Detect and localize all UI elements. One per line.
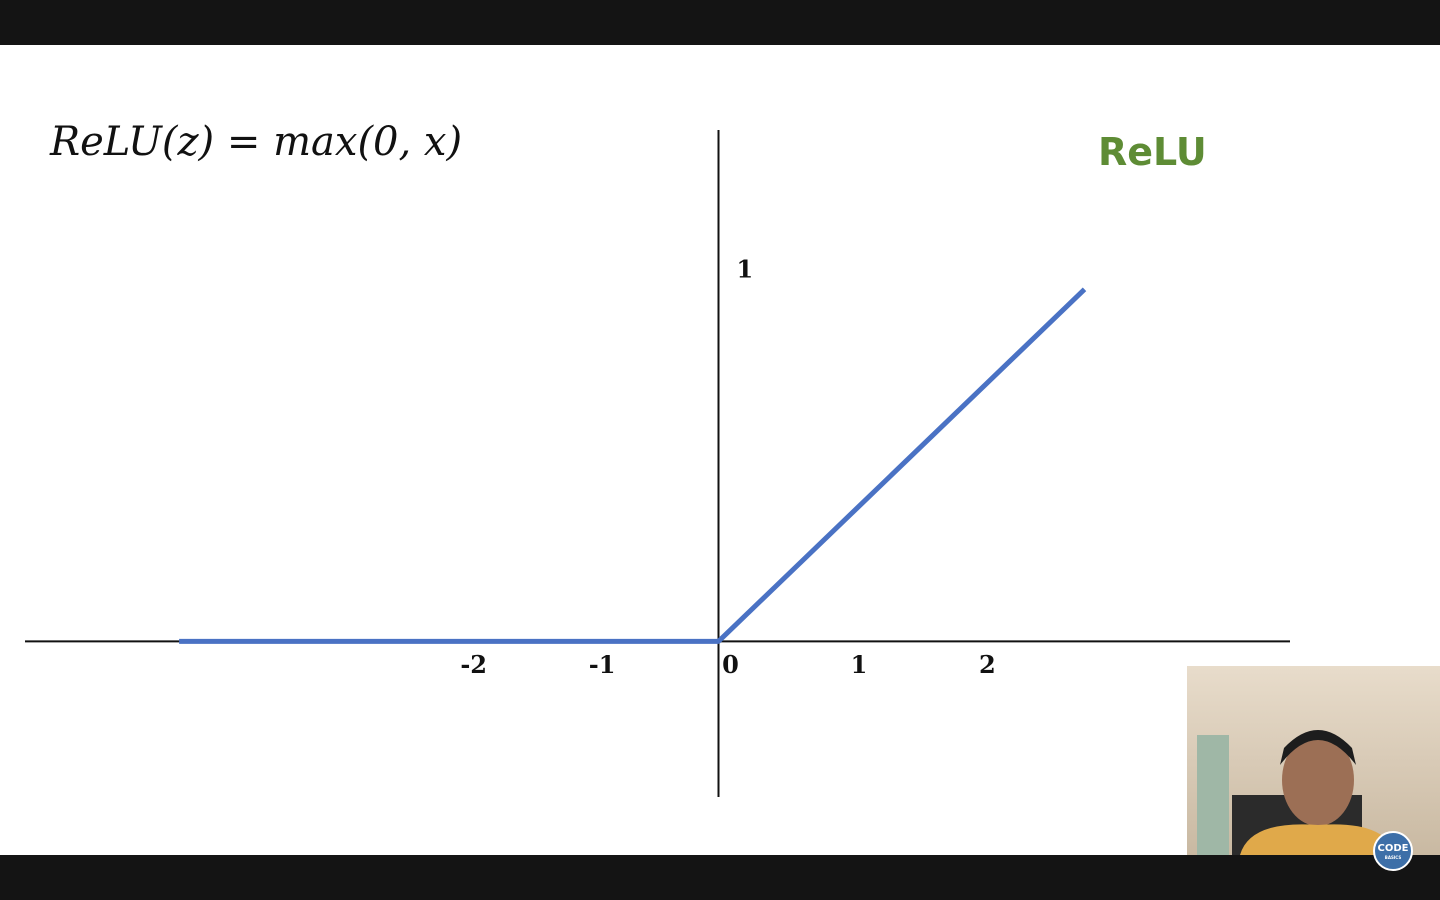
plot: -2 -1 0 1 2 1 ReLU [25,130,1290,797]
logo-subtext: BASICS [1385,855,1402,860]
window [1197,735,1229,855]
hair [1280,730,1356,765]
webcam: CODE BASICS [1187,666,1440,871]
x-tick-label: -1 [589,650,616,679]
legend-label: ReLU [1098,130,1207,174]
top-bar [0,0,1440,45]
x-tick-label: -2 [460,650,487,679]
logo-text: CODE [1378,843,1409,854]
x-tick-label: 1 [851,650,868,679]
series-line [179,287,1087,644]
x-tick-label: 0 [722,650,739,679]
logo-badge [1373,831,1413,871]
bottom-bar [0,855,1440,900]
face [1282,734,1354,826]
chart-title: ReLU(z) = max(0, x) [49,119,462,165]
x-tick-label: 2 [979,650,996,679]
y-tick-label: 1 [737,254,754,283]
shirt [1240,824,1396,855]
